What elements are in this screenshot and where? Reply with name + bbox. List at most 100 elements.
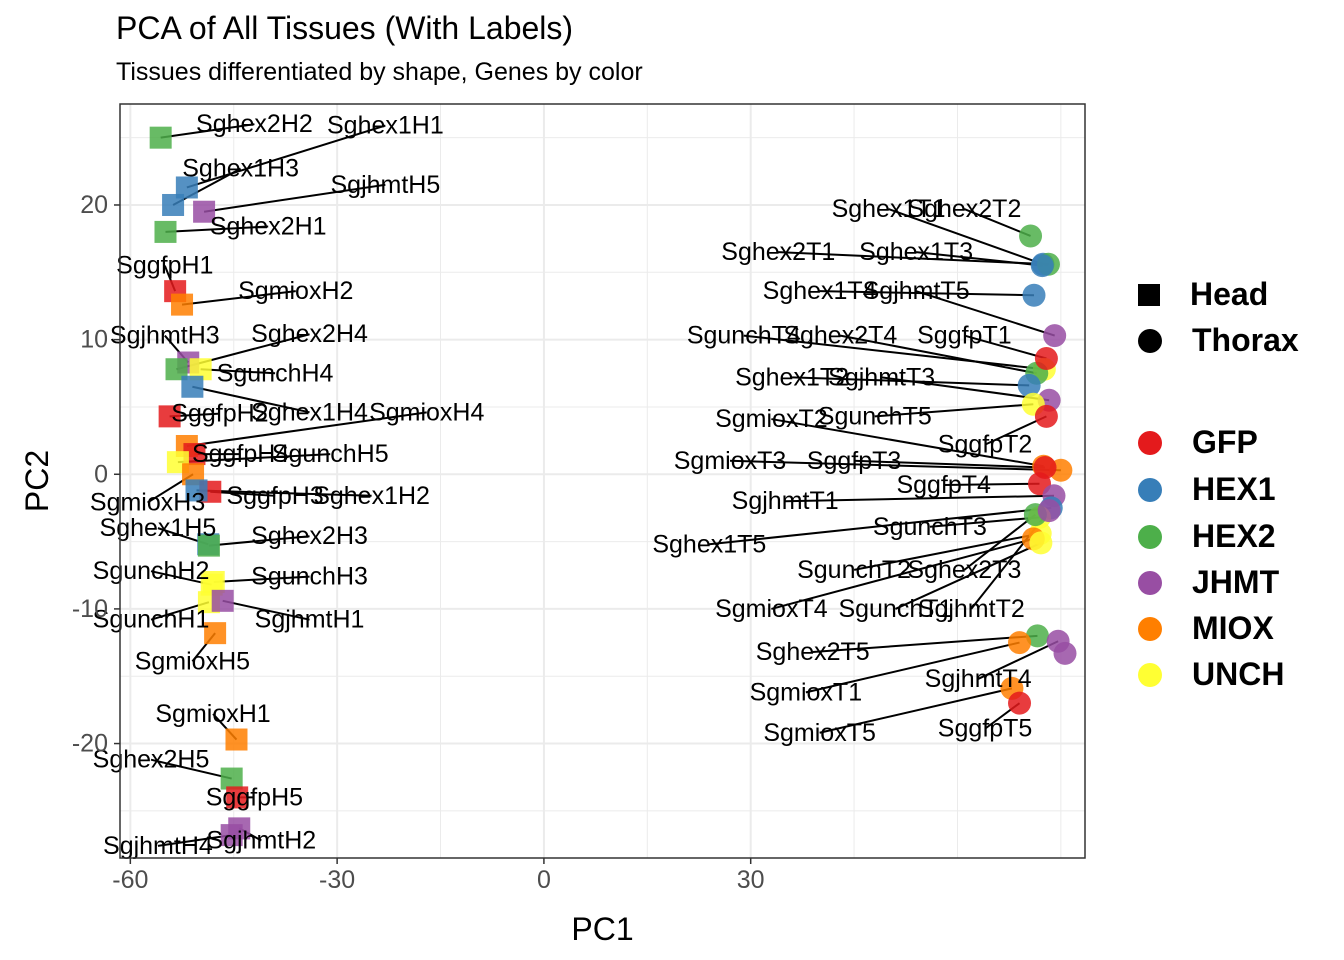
legend-unch: UNCH — [1138, 656, 1284, 693]
x-tick-label: -60 — [112, 866, 148, 894]
label-connector — [929, 516, 1040, 528]
label-connector — [888, 208, 1044, 266]
point-label: Sghex1H2 — [313, 482, 430, 510]
point-label: SgmioxH3 — [90, 489, 205, 517]
chart-title: PCA of All Tissues (With Labels) — [116, 10, 574, 46]
point-label: SgunchT3 — [873, 513, 987, 541]
point-label: SggfpH2 — [171, 400, 268, 428]
point-label: SggfpH4 — [192, 440, 289, 468]
label-connector — [196, 489, 372, 497]
x-tick-label: -30 — [319, 866, 355, 894]
point-thorax — [1008, 691, 1032, 715]
label-connector — [200, 368, 276, 375]
point-head — [202, 570, 225, 593]
point-thorax — [1034, 404, 1058, 428]
label-connector — [854, 459, 1046, 469]
point-label: SgjhmtH4 — [103, 832, 213, 860]
circle-icon — [1138, 477, 1162, 502]
legend-gfp: GFP — [1138, 424, 1258, 461]
point-label: SgjhmtH3 — [110, 322, 220, 350]
label-connector — [709, 506, 1052, 546]
label-connector — [743, 334, 1045, 371]
x-axis-label: PC1 — [571, 911, 633, 947]
circle-icon — [1138, 616, 1162, 641]
point-label: Sghex2H2 — [196, 110, 313, 138]
point-thorax — [1025, 624, 1049, 648]
point-label: Sghex1T4 — [763, 277, 877, 305]
label-connector — [771, 418, 1044, 468]
legend-label: MIOX — [1192, 610, 1274, 646]
point-label: Sghex2T1 — [721, 238, 835, 266]
label-connector — [208, 535, 310, 547]
point-thorax — [1030, 254, 1054, 278]
legend-jhmt: JHMT — [1138, 564, 1279, 601]
point-head — [228, 817, 251, 840]
point-label: Sghex2H3 — [251, 522, 368, 550]
point-head — [149, 126, 172, 149]
point-label: SgunchH5 — [272, 440, 389, 468]
point-label: SggfpT2 — [938, 431, 1033, 459]
point-head — [220, 767, 243, 790]
label-connector — [186, 124, 386, 189]
point-thorax — [1017, 373, 1041, 397]
point-label: SgjhmtT4 — [925, 665, 1032, 693]
point-label: Sghex1T2 — [735, 363, 849, 391]
legend-thorax: Thorax — [1138, 322, 1299, 359]
label-connector — [840, 334, 1037, 375]
point-head — [162, 193, 185, 216]
point-label: Sghex1T3 — [859, 238, 973, 266]
point-head — [225, 728, 248, 751]
y-tick-label: -20 — [72, 730, 108, 758]
label-connector — [771, 537, 1034, 610]
point-label: SggfpT3 — [807, 447, 902, 475]
legend-hex1: HEX1 — [1138, 471, 1276, 508]
point-label: SgmioxH2 — [238, 277, 353, 305]
point-label: Sghex1T5 — [652, 530, 766, 558]
label-connector — [915, 290, 1055, 337]
point-label: SgmioxH5 — [135, 647, 250, 675]
label-connector — [181, 290, 296, 306]
point-label: SggfpT5 — [938, 715, 1033, 743]
label-connector — [895, 542, 1042, 610]
point-head — [171, 293, 194, 316]
label-connector — [977, 640, 1059, 680]
point-label: Sghex2H4 — [251, 320, 368, 348]
label-connector — [222, 599, 310, 621]
point-head — [183, 443, 206, 466]
point-label: Sghex2T4 — [783, 322, 897, 350]
point-label: SgunchT4 — [687, 322, 801, 350]
point-label: SgjhmtH5 — [330, 171, 440, 199]
label-connector — [874, 403, 1034, 418]
point-label: SgjhmtT3 — [828, 363, 935, 391]
point-head — [175, 176, 198, 199]
point-label: Sghex2H1 — [210, 213, 327, 241]
point-label: SgjhmtH2 — [206, 826, 316, 854]
point-label: SgmioxH1 — [155, 700, 270, 728]
label-connector — [160, 123, 255, 139]
point-thorax — [1008, 631, 1032, 655]
point-label: SgjhmtT1 — [732, 487, 839, 515]
circle-icon — [1138, 328, 1162, 353]
legend-label: Thorax — [1192, 322, 1299, 358]
point-label: Sghex1H1 — [327, 112, 444, 140]
point-label: SgunchT5 — [818, 402, 932, 430]
point-label: SgjhmtT2 — [918, 595, 1025, 623]
point-label: SggfpT1 — [917, 322, 1012, 350]
point-head — [165, 358, 188, 381]
point-thorax — [1019, 224, 1043, 248]
legend-miox: MIOX — [1138, 610, 1274, 647]
point-label: Sghex1H4 — [251, 398, 368, 426]
circle-icon — [1138, 662, 1162, 687]
label-connector — [157, 834, 232, 847]
y-tick-label: 0 — [94, 460, 108, 488]
point-head — [181, 375, 204, 398]
point-label: Sghex2T3 — [907, 556, 1021, 584]
point-label: SgunchH4 — [217, 359, 334, 387]
point-label: SgjhmtH1 — [255, 606, 365, 634]
label-connector — [819, 687, 1013, 734]
point-head — [154, 220, 177, 243]
chart-subtitle: Tissues differentiated by shape, Genes b… — [116, 58, 643, 86]
point-thorax — [1053, 641, 1077, 665]
point-label: Sghex1H5 — [100, 514, 217, 542]
